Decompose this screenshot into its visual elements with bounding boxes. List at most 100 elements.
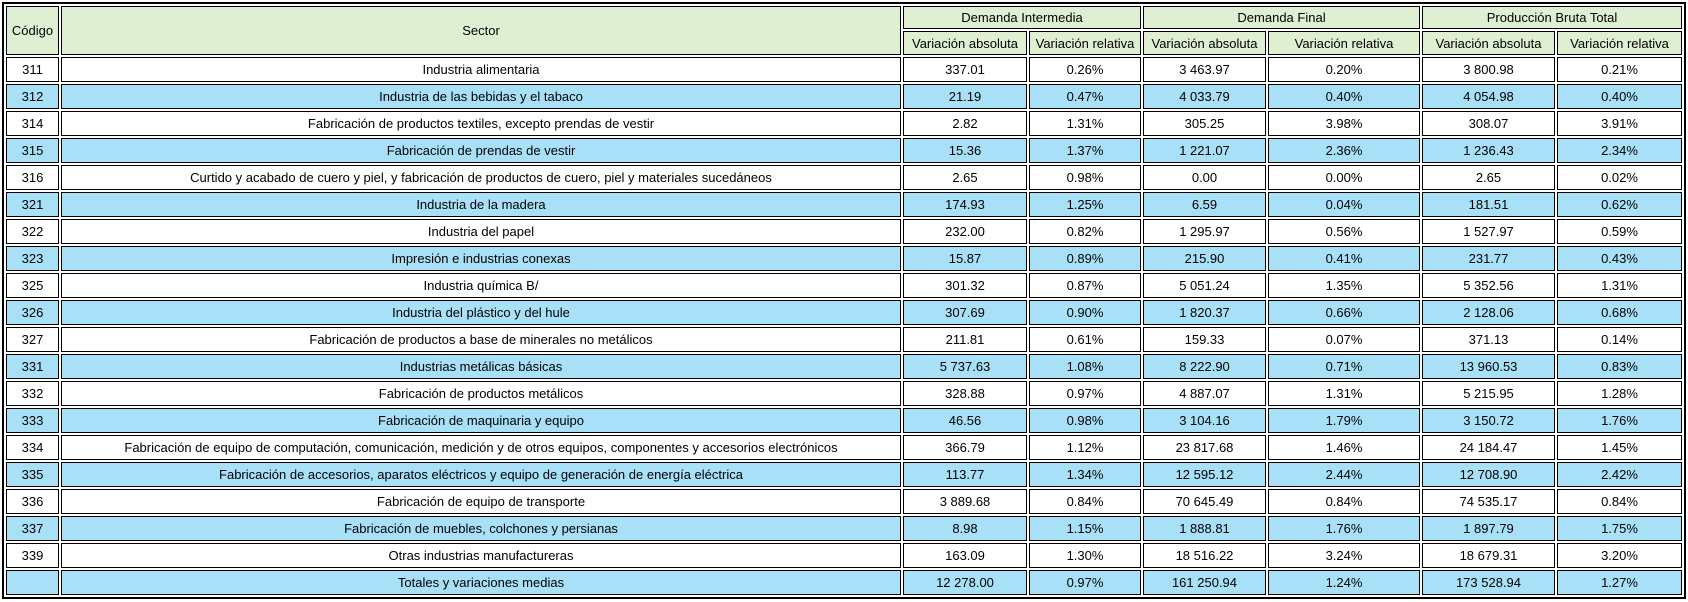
- codigo-cell: 335: [6, 462, 59, 487]
- value-cell: 5 051.24: [1143, 273, 1266, 298]
- value-cell: 1.08%: [1029, 354, 1141, 379]
- sector-cell: Impresión e industrias conexas: [61, 246, 901, 271]
- sector-cell: Industria alimentaria: [61, 57, 901, 82]
- codigo-cell: 321: [6, 192, 59, 217]
- table-row: 321 Industria de la madera 174.93 1.25% 6.59…: [6, 192, 1682, 217]
- codigo-cell: 337: [6, 516, 59, 541]
- value-cell: 2.65: [1422, 165, 1555, 190]
- value-cell: 23 817.68: [1143, 435, 1266, 460]
- codigo-cell: 315: [6, 138, 59, 163]
- value-cell: 0.40%: [1557, 84, 1682, 109]
- value-cell: 70 645.49: [1143, 489, 1266, 514]
- value-cell: 2.42%: [1557, 462, 1682, 487]
- table-header: Código Sector Demanda Intermedia Demanda…: [6, 6, 1682, 55]
- table-row: 326 Industria del plástico y del hule 307.…: [6, 300, 1682, 325]
- value-cell: 1.31%: [1268, 381, 1420, 406]
- sector-cell: Otras industrias manufactureras: [61, 543, 901, 568]
- value-cell: 12 595.12: [1143, 462, 1266, 487]
- value-cell: 305.25: [1143, 111, 1266, 136]
- value-cell: 1 221.07: [1143, 138, 1266, 163]
- table-row: 325 Industria química B/301.32 0.87% 5 051.…: [6, 273, 1682, 298]
- value-cell: 0.04%: [1268, 192, 1420, 217]
- sector-cell: Curtido y acabado de cuero y piel, y fab…: [61, 165, 901, 190]
- value-cell: 1.46%: [1268, 435, 1420, 460]
- value-cell: 2.82: [903, 111, 1027, 136]
- value-cell: 181.51: [1422, 192, 1555, 217]
- value-cell: 18 516.22: [1143, 543, 1266, 568]
- value-cell: 3.24%: [1268, 543, 1420, 568]
- value-cell: 0.87%: [1029, 273, 1141, 298]
- value-cell: 0.89%: [1029, 246, 1141, 271]
- value-cell: 0.97%: [1029, 381, 1141, 406]
- subheader-di-variacion-absoluta: Variación absoluta: [903, 31, 1027, 55]
- value-cell: 3 150.72: [1422, 408, 1555, 433]
- value-cell: 0.00: [1143, 165, 1266, 190]
- value-cell: 24 184.47: [1422, 435, 1555, 460]
- value-cell: 0.59%: [1557, 219, 1682, 244]
- value-cell: 215.90: [1143, 246, 1266, 271]
- group-header-demanda-final: Demanda Final: [1143, 6, 1420, 29]
- value-cell: 8.98: [903, 516, 1027, 541]
- codigo-cell: 311: [6, 57, 59, 82]
- value-cell: 74 535.17: [1422, 489, 1555, 514]
- value-cell: 1 236.43: [1422, 138, 1555, 163]
- value-cell: 1 888.81: [1143, 516, 1266, 541]
- value-cell: 1 295.97: [1143, 219, 1266, 244]
- codigo-cell: 332: [6, 381, 59, 406]
- value-cell: 0.98%: [1029, 408, 1141, 433]
- value-cell: 8 222.90: [1143, 354, 1266, 379]
- subheader-di-variacion-relativa: Variación relativa: [1029, 31, 1141, 55]
- value-cell: 13 960.53: [1422, 354, 1555, 379]
- value-cell: 366.79: [903, 435, 1027, 460]
- codigo-cell: 323: [6, 246, 59, 271]
- sector-cell: Fabricación de equipo de computación, co…: [61, 435, 901, 460]
- value-cell: 0.98%: [1029, 165, 1141, 190]
- value-cell: 1.37%: [1029, 138, 1141, 163]
- value-cell: 328.88: [903, 381, 1027, 406]
- codigo-cell: 331: [6, 354, 59, 379]
- value-cell: 12 278.00: [903, 570, 1027, 595]
- value-cell: 1.35%: [1268, 273, 1420, 298]
- codigo-cell: 327: [6, 327, 59, 352]
- table-body: 311 Industria alimentaria 337.01 0.26% 3 463…: [6, 57, 1682, 595]
- value-cell: 0.43%: [1557, 246, 1682, 271]
- value-cell: 0.97%: [1029, 570, 1141, 595]
- value-cell: 0.71%: [1268, 354, 1420, 379]
- codigo-cell: 334: [6, 435, 59, 460]
- value-cell: 2.65: [903, 165, 1027, 190]
- table-row: 332 Fabricación de productos metálicos 328…: [6, 381, 1682, 406]
- codigo-cell: 322: [6, 219, 59, 244]
- value-cell: 1.28%: [1557, 381, 1682, 406]
- subheader-pbt-variacion-absoluta: Variación absoluta: [1422, 31, 1555, 55]
- value-cell: 0.84%: [1557, 489, 1682, 514]
- sector-cell: Industria de la madera: [61, 192, 901, 217]
- codigo-cell: 336: [6, 489, 59, 514]
- codigo-cell: 333: [6, 408, 59, 433]
- value-cell: 1.79%: [1268, 408, 1420, 433]
- table-row: 336 Fabricación de equipo de transporte 3 …: [6, 489, 1682, 514]
- table-row: 339 Otras industrias manufactureras 163.09…: [6, 543, 1682, 568]
- group-header-produccion-bruta-total: Producción Bruta Total: [1422, 6, 1682, 29]
- value-cell: 3.20%: [1557, 543, 1682, 568]
- totals-row: Totales y variaciones medias 12 278.00 0.9…: [6, 570, 1682, 595]
- value-cell: 4 054.98: [1422, 84, 1555, 109]
- col-header-sector: Sector: [61, 6, 901, 55]
- value-cell: 15.36: [903, 138, 1027, 163]
- value-cell: 0.47%: [1029, 84, 1141, 109]
- table-row: 337 Fabricación de muebles, colchones y p…: [6, 516, 1682, 541]
- value-cell: 371.13: [1422, 327, 1555, 352]
- value-cell: 0.20%: [1268, 57, 1420, 82]
- sector-cell: Fabricación de equipo de transporte: [61, 489, 901, 514]
- value-cell: 307.69: [903, 300, 1027, 325]
- sector-cell: Totales y variaciones medias: [61, 570, 901, 595]
- value-cell: 231.77: [1422, 246, 1555, 271]
- value-cell: 21.19: [903, 84, 1027, 109]
- value-cell: 163.09: [903, 543, 1027, 568]
- table-row: 312 Industria de las bebidas y el tabaco 2…: [6, 84, 1682, 109]
- value-cell: 301.32: [903, 273, 1027, 298]
- subheader-df-variacion-absoluta: Variación absoluta: [1143, 31, 1266, 55]
- value-cell: 0.56%: [1268, 219, 1420, 244]
- table-row: 316 Curtido y acabado de cuero y piel, y …: [6, 165, 1682, 190]
